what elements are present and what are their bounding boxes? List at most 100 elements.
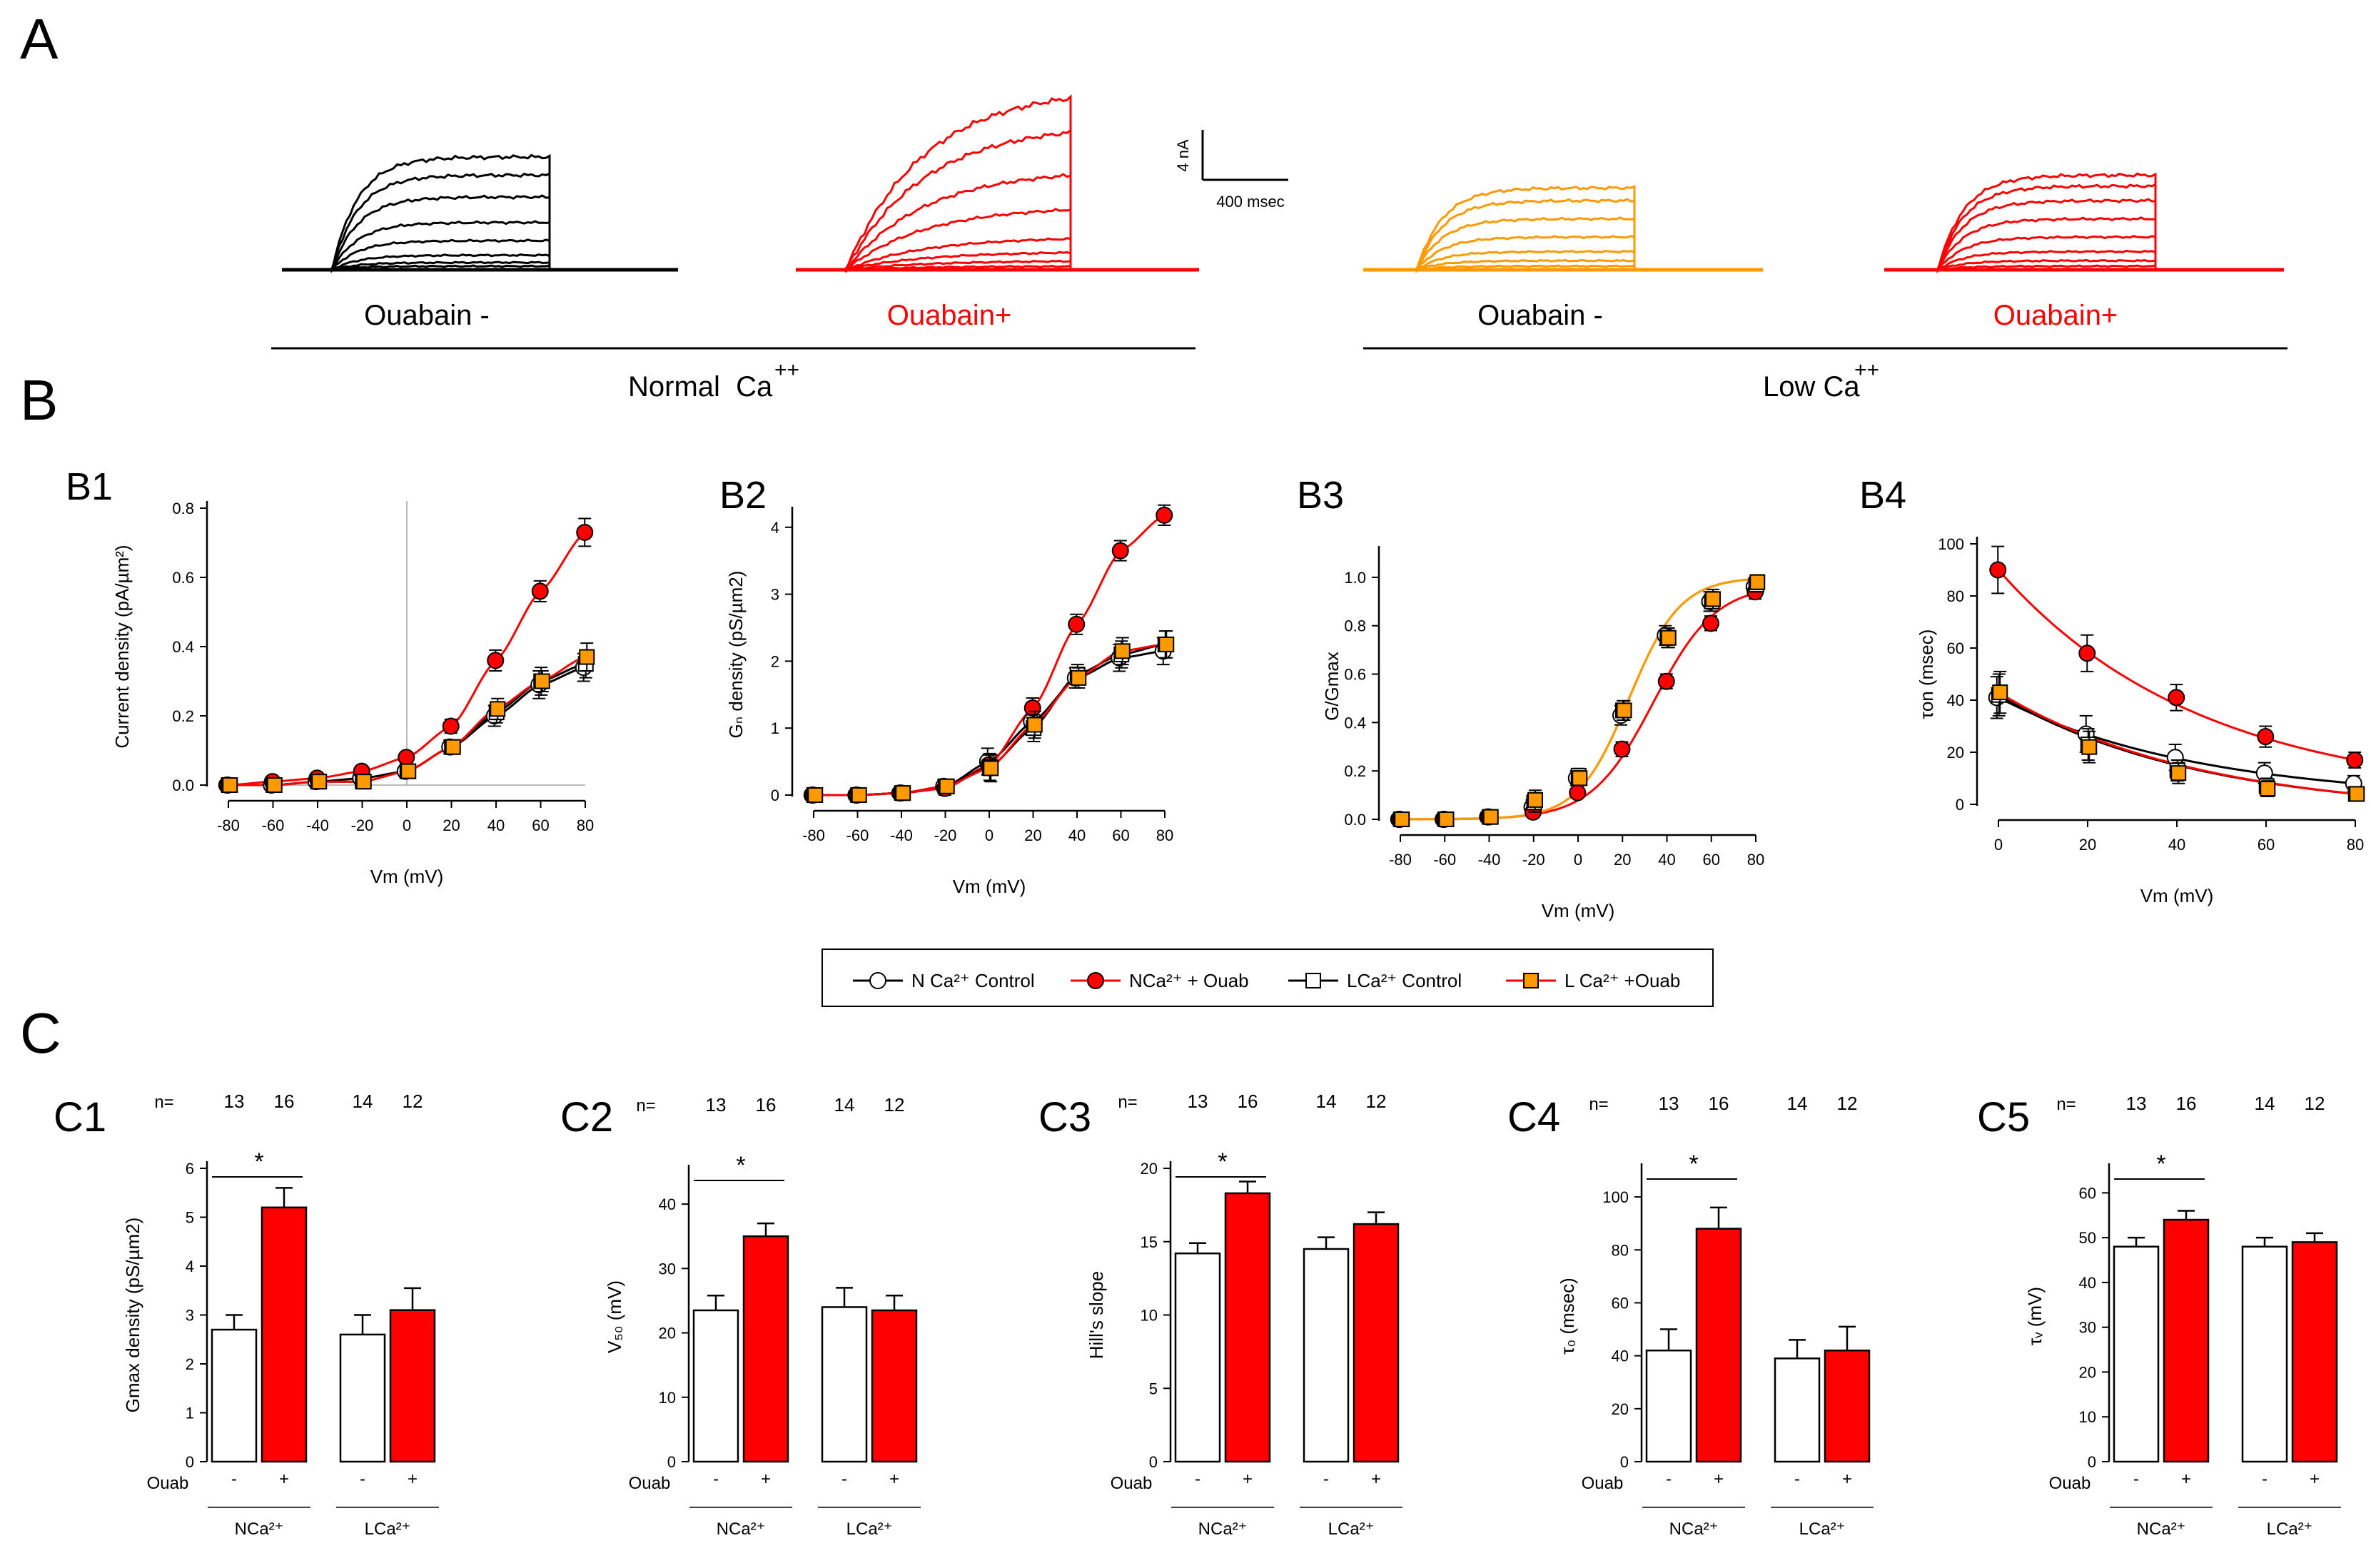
bar-C4 — [1774, 1357, 1821, 1463]
bar-C3 — [1174, 1252, 1221, 1463]
group-label-C5: NCa²⁺ — [2137, 1519, 2186, 1539]
x-tick-label-B3: -60 — [1433, 851, 1456, 869]
current-traces — [282, 94, 2284, 274]
bar-C1 — [261, 1206, 308, 1463]
trace-sweep-nca_control — [330, 261, 551, 273]
data-point-B3 — [1572, 770, 1588, 786]
y-tick-label-C5: 40 — [2079, 1274, 2096, 1292]
ouab-label-C4: Ouab — [1582, 1474, 1624, 1493]
n-value-C2: 13 — [706, 1094, 727, 1116]
fit-line-B4 — [1997, 569, 2356, 762]
bar-C3 — [1224, 1192, 1271, 1463]
significance-star-C1: * — [254, 1148, 263, 1175]
y-tick-label-B3: 1.0 — [1344, 569, 1366, 587]
trace-sweep-lca_ouab — [1937, 264, 2157, 271]
x-tick-label-B2: -60 — [846, 826, 869, 844]
y-tick-label-B3: 0.4 — [1344, 714, 1366, 732]
trace-sweep-nca_ouab — [844, 259, 1072, 272]
y-tick-label-C4: 80 — [1612, 1241, 1629, 1259]
trace-sweep-nca_ouab — [844, 237, 1072, 271]
bar-C5 — [2291, 1241, 2338, 1463]
bar-sign-C2: - — [713, 1470, 719, 1489]
trace-sweep-lca_ouab — [1936, 198, 2157, 270]
data-point-B1 — [579, 649, 595, 665]
chart-B2: 0 1 2 3 4 -80 -60 -40 -20 0 20 40 60 80 Vm (mV) Gₙ dens… — [725, 504, 1175, 897]
group-label-C4: LCa²⁺ — [1799, 1519, 1846, 1539]
legend-marker — [1305, 973, 1321, 988]
panel-label-B2: B2 — [719, 474, 767, 517]
y-tick-label-B3: 0.8 — [1344, 617, 1366, 635]
data-point-B3 — [1660, 629, 1677, 646]
bar-sign-C2: - — [841, 1470, 847, 1489]
data-point-B4 — [2078, 644, 2096, 662]
legend: N Ca²⁺ Control NCa²⁺ + Ouab LCa²⁺ Control L… — [821, 949, 1714, 1007]
x-tick-label-B1: 40 — [487, 816, 505, 834]
legend-label: N Ca²⁺ Control — [911, 970, 1035, 991]
data-point-B2 — [1023, 699, 1041, 717]
x-tick-label-B2: 60 — [1112, 826, 1129, 844]
data-point-B1 — [487, 652, 505, 669]
data-point-B3 — [1394, 811, 1410, 827]
chart-C2: 0 10 20 30 40 V₅₀ (mV) - 13 +16 - 14 +12 n= * Ouab NCa²… — [604, 1094, 921, 1539]
trace-sweep-lca_ouab — [1936, 216, 2157, 274]
n-label-C4: n= — [1589, 1095, 1608, 1114]
data-point-B1 — [534, 673, 550, 689]
y-tick-label-B2: 3 — [771, 586, 779, 604]
bar-C4 — [1695, 1228, 1742, 1463]
legend-marker — [1523, 973, 1539, 988]
y-tick-label-B4: 80 — [1947, 587, 1964, 605]
group-label-C3: NCa²⁺ — [1198, 1519, 1248, 1539]
group-label-C2: NCa²⁺ — [717, 1519, 766, 1539]
y-axis-label-B3: G/Gmax — [1321, 652, 1343, 721]
bar-sign-C4: + — [1714, 1470, 1724, 1489]
trace-sweep-nca_ouab — [844, 94, 1072, 273]
y-axis-label-B1: Current density (pA/µm²) — [111, 545, 133, 748]
n-value-C5: 16 — [2176, 1093, 2197, 1114]
data-point-B3 — [1702, 614, 1719, 632]
group-label-C5: LCa²⁺ — [2267, 1519, 2313, 1539]
group-label-C1: NCa²⁺ — [235, 1519, 284, 1539]
data-point-B1 — [531, 582, 549, 600]
data-point-B4 — [2081, 739, 2098, 755]
x-tick-label-B4: 80 — [2347, 836, 2364, 854]
trace-sweep-lca_control — [1415, 235, 1636, 270]
bar-C1 — [389, 1309, 436, 1463]
y-tick-label-B2: 0 — [771, 786, 779, 804]
trace-sweep-nca_control — [330, 194, 551, 270]
trace-sweep-nca_control — [331, 264, 551, 271]
bar-sign-C1: - — [360, 1470, 365, 1489]
trace-sweep-nca_ouab — [844, 128, 1072, 270]
group-label-C4: NCa²⁺ — [1669, 1519, 1719, 1539]
y-tick-label-C5: 10 — [2079, 1408, 2096, 1426]
x-tick-label-B3: 20 — [1614, 851, 1631, 869]
x-axis-label-B3: Vm (mV) — [1542, 900, 1615, 921]
y-tick-label-B3: 0.6 — [1344, 666, 1366, 684]
trace-sweep-lca_ouab — [1936, 235, 2157, 270]
n-value-C1: 13 — [224, 1091, 245, 1112]
bar-C1 — [211, 1328, 258, 1463]
data-point-B1 — [442, 717, 460, 735]
data-point-B2 — [807, 787, 824, 803]
trace-sweep-nca_control — [330, 172, 551, 270]
bar-sign-C3: + — [1243, 1470, 1253, 1489]
bar-sign-C1: + — [279, 1470, 289, 1489]
n-value-C1: 16 — [274, 1091, 295, 1112]
chart-C3: 0 5 10 15 20 Hill's slope - 13 +16 - 14 +12 n= * Ouab N… — [1086, 1091, 1402, 1539]
panel-label-B1: B1 — [66, 465, 113, 508]
data-point-B2 — [1114, 643, 1131, 659]
n-value-C3: 13 — [1188, 1091, 1208, 1112]
panel-label-C4: C4 — [1507, 1094, 1560, 1140]
trace-sweep-nca_control — [330, 153, 551, 272]
y-tick-label-B4: 20 — [1947, 744, 1964, 762]
bar-C4 — [1645, 1349, 1692, 1463]
bar-sign-C4: - — [1794, 1470, 1800, 1489]
panel-label-C3: C3 — [1038, 1094, 1091, 1140]
y-tick-label-B2: 1 — [771, 719, 779, 737]
x-tick-label-B2: -20 — [934, 826, 957, 844]
x-tick-label-B3: -20 — [1522, 851, 1545, 869]
bar-sign-C2: + — [889, 1470, 899, 1489]
bar-C4 — [1824, 1349, 1871, 1463]
x-tick-label-B3: -80 — [1389, 851, 1412, 869]
trace-sweep-lca_control — [1415, 198, 1636, 270]
data-point-B3 — [1657, 672, 1675, 690]
